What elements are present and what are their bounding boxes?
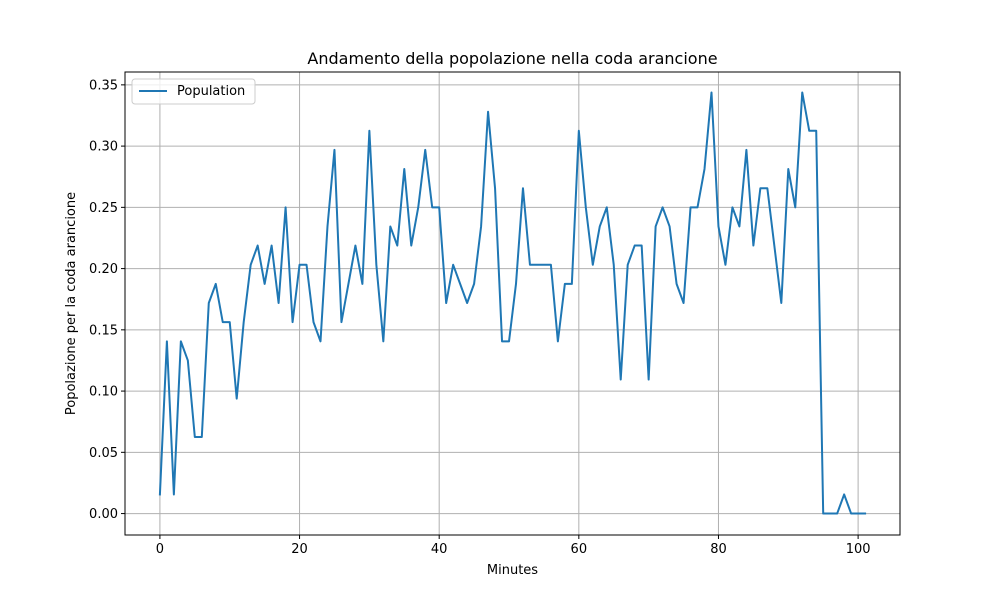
y-tick-label: 0.30 — [89, 140, 118, 155]
legend-label-population: Population — [177, 84, 245, 99]
plot-area-frame — [124, 71, 901, 536]
chart-title: Andamento della popolazione nella coda a… — [307, 49, 717, 68]
y-tick-label: 0.15 — [89, 323, 118, 338]
legend-box — [131, 78, 256, 105]
y-tick-label: 0.35 — [89, 78, 118, 93]
y-tick-label: 0.20 — [89, 262, 118, 277]
x-tick-label: 0 — [156, 542, 164, 557]
legend: Population — [131, 78, 256, 105]
y-tick-label: 0.00 — [89, 507, 118, 522]
grid-lines — [125, 72, 900, 535]
axis-ticks: 0 20 40 60 80 100 0.00 0.05 0.10 0.15 0.20 0.25 0.30… — [89, 78, 870, 557]
y-tick-label: 0.10 — [89, 385, 118, 400]
x-tick-label: 60 — [571, 542, 588, 557]
y-tick-label: 0.25 — [89, 201, 118, 216]
x-tick-label: 80 — [710, 542, 727, 557]
x-tick-label: 20 — [291, 542, 308, 557]
y-tick-label: 0.05 — [89, 446, 118, 461]
x-axis-label: Minutes — [487, 563, 538, 578]
x-tick-label: 100 — [846, 542, 871, 557]
series-layer — [158, 91, 867, 515]
y-axis-label: Popolazione per la coda arancione — [64, 192, 79, 415]
x-tick-label: 40 — [431, 542, 448, 557]
series-line-population — [158, 91, 867, 515]
